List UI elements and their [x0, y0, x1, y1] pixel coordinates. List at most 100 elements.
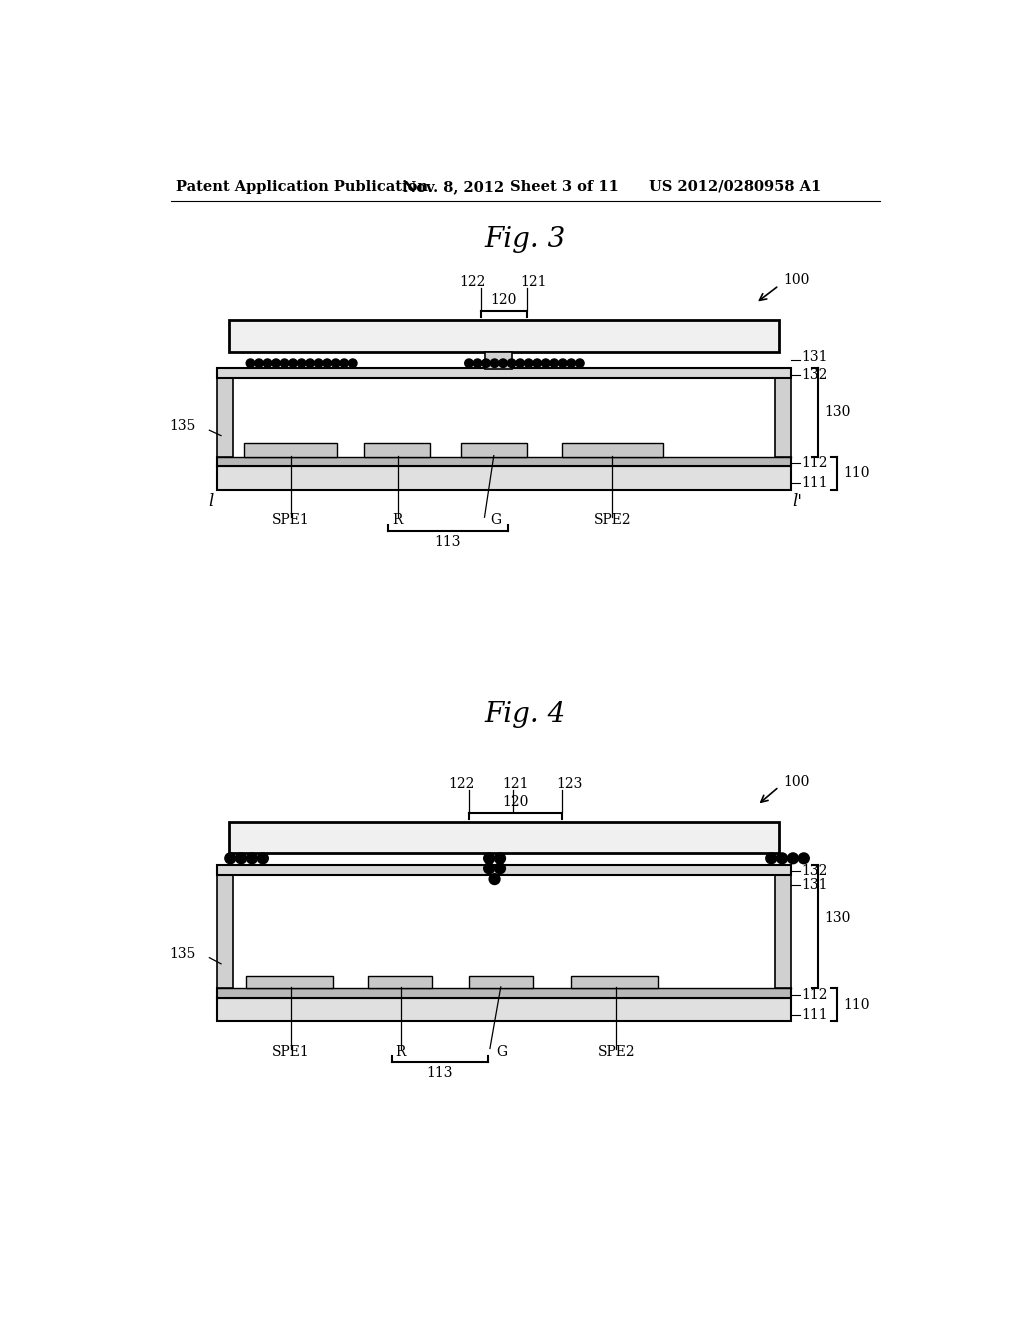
Circle shape	[507, 359, 516, 367]
Circle shape	[348, 359, 357, 367]
Circle shape	[281, 359, 289, 367]
Text: SPE1: SPE1	[272, 513, 309, 527]
Bar	[228, 321, 779, 352]
Text: 113: 113	[427, 1067, 454, 1080]
Text: Nov. 8, 2012: Nov. 8, 2012	[403, 180, 505, 194]
Text: 121: 121	[520, 275, 547, 289]
Bar	[217, 378, 232, 457]
Bar	[365, 444, 430, 457]
Circle shape	[289, 359, 297, 367]
Text: 112: 112	[802, 457, 828, 470]
Text: 110: 110	[844, 466, 869, 480]
Circle shape	[247, 853, 257, 863]
Text: 111: 111	[802, 477, 828, 490]
Bar	[571, 977, 658, 989]
Bar	[246, 977, 333, 989]
Circle shape	[558, 359, 567, 367]
Circle shape	[271, 359, 281, 367]
Text: 131: 131	[802, 350, 828, 364]
Text: 123: 123	[557, 776, 583, 791]
Text: 135: 135	[169, 420, 196, 433]
Circle shape	[340, 359, 348, 367]
Circle shape	[332, 359, 340, 367]
Text: 120: 120	[490, 293, 517, 308]
Circle shape	[489, 874, 500, 884]
Bar	[775, 875, 791, 989]
Text: SPE2: SPE2	[597, 1044, 635, 1059]
Text: l': l'	[792, 492, 802, 510]
Text: 131: 131	[802, 878, 828, 892]
Text: Fig. 3: Fig. 3	[484, 226, 565, 252]
Text: 110: 110	[844, 998, 869, 1011]
Text: 111: 111	[802, 1007, 828, 1022]
Circle shape	[483, 853, 495, 863]
Circle shape	[257, 853, 268, 863]
Text: 132: 132	[802, 368, 827, 381]
Text: Sheet 3 of 11: Sheet 3 of 11	[510, 180, 618, 194]
Circle shape	[314, 359, 323, 367]
Circle shape	[495, 853, 506, 863]
Bar	[217, 457, 791, 466]
Bar	[217, 875, 791, 989]
Text: 132: 132	[802, 865, 827, 878]
Text: R: R	[392, 513, 402, 527]
Text: US 2012/0280958 A1: US 2012/0280958 A1	[649, 180, 821, 194]
Text: G: G	[496, 1044, 507, 1059]
Bar	[217, 989, 791, 998]
Circle shape	[567, 359, 575, 367]
Bar	[369, 977, 432, 989]
Circle shape	[766, 853, 776, 863]
Text: 135: 135	[169, 946, 196, 961]
Circle shape	[246, 359, 255, 367]
Bar	[775, 378, 791, 457]
Circle shape	[550, 359, 558, 367]
Text: 130: 130	[824, 911, 850, 924]
Text: 122: 122	[460, 275, 486, 289]
Circle shape	[225, 853, 236, 863]
Text: G: G	[489, 513, 501, 527]
Bar	[217, 378, 791, 457]
Text: R: R	[395, 1044, 406, 1059]
Bar	[484, 352, 512, 370]
Circle shape	[473, 359, 481, 367]
Circle shape	[532, 359, 542, 367]
Circle shape	[524, 359, 532, 367]
Circle shape	[483, 863, 495, 874]
Circle shape	[255, 359, 263, 367]
Circle shape	[465, 359, 473, 367]
Text: 100: 100	[783, 775, 809, 789]
Circle shape	[516, 359, 524, 367]
Text: 112: 112	[802, 987, 828, 1002]
Circle shape	[499, 359, 507, 367]
Circle shape	[575, 359, 584, 367]
Circle shape	[323, 359, 332, 367]
Bar	[217, 875, 232, 989]
Text: 100: 100	[783, 273, 809, 286]
Circle shape	[787, 853, 799, 863]
Bar	[461, 444, 527, 457]
Circle shape	[297, 359, 306, 367]
Circle shape	[542, 359, 550, 367]
Text: Fig. 4: Fig. 4	[484, 701, 565, 727]
Circle shape	[236, 853, 247, 863]
Text: SPE2: SPE2	[594, 513, 631, 527]
Circle shape	[263, 359, 271, 367]
Text: 113: 113	[434, 535, 461, 549]
Circle shape	[799, 853, 809, 863]
Text: l: l	[208, 492, 214, 510]
Text: 121: 121	[502, 776, 528, 791]
Circle shape	[490, 359, 499, 367]
Text: 122: 122	[449, 776, 474, 791]
Text: SPE1: SPE1	[272, 1044, 309, 1059]
Circle shape	[495, 863, 506, 874]
Bar	[228, 822, 779, 853]
Circle shape	[776, 853, 787, 863]
Bar	[217, 466, 791, 490]
Text: 130: 130	[824, 405, 850, 420]
Text: 120: 120	[503, 795, 528, 809]
Bar	[217, 998, 791, 1020]
Bar	[469, 977, 532, 989]
Text: Patent Application Publication: Patent Application Publication	[176, 180, 428, 194]
Bar	[217, 368, 791, 378]
Bar	[562, 444, 663, 457]
